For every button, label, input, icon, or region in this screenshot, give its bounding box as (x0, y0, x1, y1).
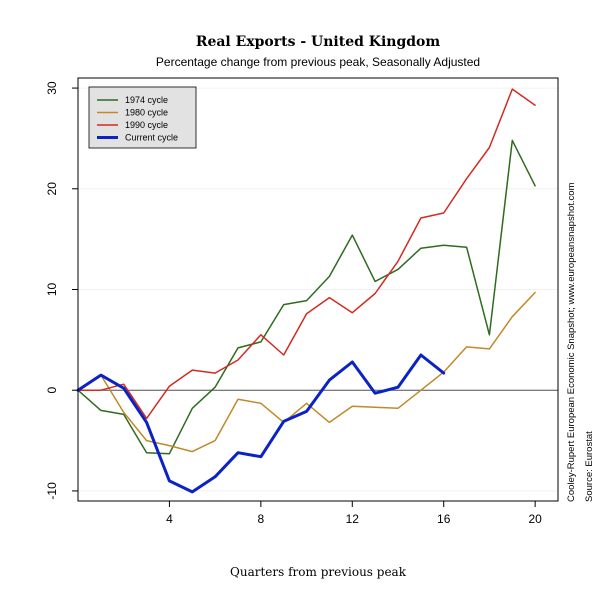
x-tick-label: 4 (166, 512, 173, 526)
x-axis-ticks: 4 8 12 16 20 (166, 501, 542, 526)
y-axis-ticks: -10 0 10 20 30 (45, 81, 78, 500)
x-tick-label: 8 (258, 512, 265, 526)
y-tick-label: -10 (45, 482, 59, 500)
x-tick-label: 16 (437, 512, 451, 526)
y-tick-label: 10 (45, 283, 59, 297)
legend-label: 1990 cycle (125, 120, 168, 130)
y-tick-label: 20 (45, 182, 59, 196)
series-line-1980-cycle (77, 291, 536, 453)
series-lines (76, 88, 536, 494)
x-axis-label: Quarters from previous peak (230, 565, 407, 579)
y-tick-label: 0 (45, 387, 59, 394)
legend-label: 1974 cycle (125, 95, 168, 105)
legend: 1974 cycle 1980 cycle 1990 cycle Current cy… (88, 86, 197, 149)
side-note-source: Source: Eurostat (584, 431, 595, 502)
y-tick-label: 30 (45, 81, 59, 95)
series-line-current-cycle (76, 353, 446, 494)
legend-label: Current cycle (125, 133, 178, 143)
series-line-1990-cycle (77, 88, 536, 420)
side-note-credit: Cooley-Rupert European Economic Snapshot… (566, 182, 577, 502)
x-tick-label: 20 (528, 512, 542, 526)
legend-label: 1980 cycle (125, 108, 168, 118)
chart-subtitle: Percentage change from previous peak, Se… (156, 55, 480, 69)
chart-title: Real Exports - United Kingdom (196, 34, 441, 50)
series-line-1974-cycle (77, 139, 536, 455)
x-tick-label: 12 (346, 512, 360, 526)
